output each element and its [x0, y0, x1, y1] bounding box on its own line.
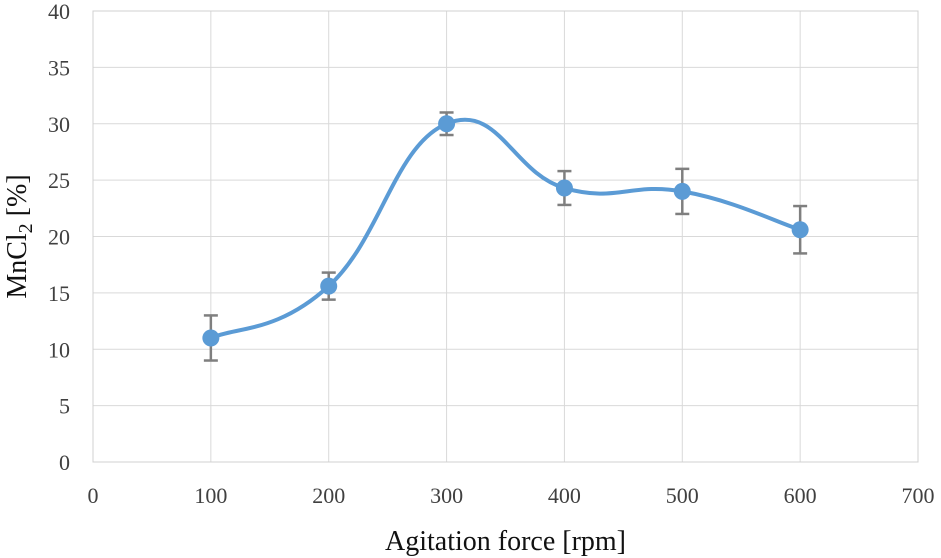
y-axis-title-main: MnCl: [2, 233, 33, 299]
data-point: [555, 179, 573, 197]
x-tick-label: 0: [88, 483, 99, 508]
y-tick-label: 10: [48, 337, 70, 362]
x-tick-label: 600: [784, 483, 817, 508]
data-point: [202, 329, 220, 347]
y-tick-label: 35: [48, 55, 70, 80]
x-tick-label: 200: [312, 483, 345, 508]
x-tick-labels: 0 100 200 300 400 500 600 700: [88, 483, 935, 508]
x-tick-label: 300: [430, 483, 463, 508]
data-point: [438, 115, 456, 133]
series-line: [208, 117, 803, 340]
y-tick-label: 20: [48, 225, 70, 250]
y-axis-title: MnCl2 [%]: [2, 174, 37, 298]
y-tick-label: 0: [59, 450, 70, 475]
plot-frame: [92, 10, 919, 463]
x-axis-title: Agitation force [rpm]: [385, 526, 626, 557]
x-tick-label: 700: [902, 483, 935, 508]
x-tick-label: 500: [666, 483, 699, 508]
x-tick-label: 400: [548, 483, 581, 508]
data-point: [320, 277, 338, 295]
y-tick-label: 30: [48, 112, 70, 137]
x-tick-label: 100: [194, 483, 227, 508]
series-layer: [202, 111, 809, 362]
y-tick-label: 15: [48, 281, 70, 306]
grid-lines: [92, 10, 919, 463]
y-tick-label: 40: [48, 0, 70, 24]
data-point: [791, 221, 809, 239]
y-tick-labels: 0 5 10 15 20 25 30 35 40: [48, 0, 70, 475]
y-tick-label: 25: [48, 168, 70, 193]
y-tick-label: 5: [59, 394, 70, 419]
data-point: [673, 182, 691, 200]
y-axis-title-suffix: [%]: [2, 174, 33, 223]
y-axis-title-subscript: 2: [15, 223, 37, 233]
